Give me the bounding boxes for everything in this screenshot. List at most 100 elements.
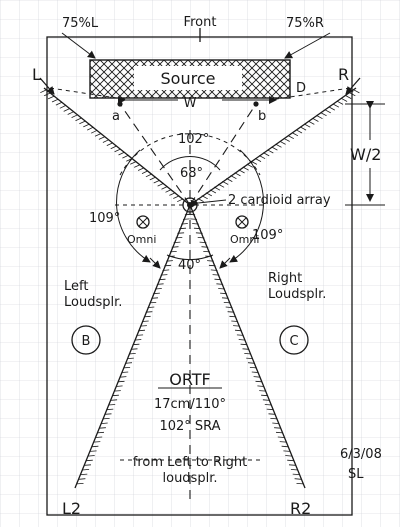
hatch-tick: [267, 149, 274, 154]
hatch-tick: [47, 95, 55, 100]
hatch-tick: [199, 241, 207, 243]
hatch-tick: [292, 473, 300, 475]
hatch-tick: [153, 292, 160, 295]
hatch-tick: [257, 385, 265, 387]
hatch-tick: [101, 422, 108, 424]
hatch-tick: [275, 431, 283, 434]
hatch-tick: [125, 362, 133, 364]
label-angle-109-right: 109°: [252, 228, 283, 243]
hatch-tick: [341, 97, 348, 102]
hatch-tick: [137, 167, 145, 171]
hatch-tick: [203, 251, 211, 253]
dashed-right-to-source: [269, 87, 351, 101]
hatch-tick: [104, 413, 112, 415]
hatch-tick: [147, 306, 155, 308]
hatch-tick: [149, 302, 157, 304]
hatch-tick: [254, 158, 262, 162]
hatch-tick: [242, 348, 250, 350]
hatch-tick: [242, 166, 249, 171]
hatch-tick: [80, 473, 88, 475]
hatch-tick: [153, 179, 160, 184]
label-circle-c: C: [289, 334, 298, 349]
hatch-tick: [87, 455, 95, 457]
hatch-tick: [261, 394, 268, 397]
hatch-tick: [209, 189, 217, 194]
hatch-tick: [90, 129, 98, 134]
hatch-tick: [262, 399, 270, 401]
hatch-tick: [128, 353, 136, 355]
hatch-tick: [274, 427, 281, 429]
speaker-l-arrow: [39, 77, 55, 95]
hatch-tick: [40, 89, 47, 94]
hatch-tick: [55, 101, 63, 106]
hatch-tick: [294, 478, 302, 480]
hatch-tick: [122, 154, 129, 159]
hatch-tick: [283, 450, 291, 452]
hatch-tick: [141, 320, 149, 322]
hatch-marks: [40, 89, 360, 485]
hatch-tick: [268, 413, 276, 415]
hatch-tick: [316, 115, 323, 120]
hatch-tick: [173, 241, 181, 243]
hatch-tick: [87, 126, 94, 131]
hatch-tick: [141, 170, 149, 174]
hatch-tick: [145, 173, 153, 178]
hatch-tick: [97, 431, 105, 434]
hatch-tick: [197, 198, 204, 202]
hatch-tick: [132, 343, 140, 346]
label-ortf-spec: 17cm/110°: [154, 397, 226, 412]
hatch-tick: [94, 133, 102, 137]
hatch-tick: [208, 264, 216, 267]
hatch-tick: [51, 98, 59, 103]
hatch-tick: [253, 376, 261, 378]
hatch-tick: [149, 176, 157, 181]
hatch-tick: [218, 183, 225, 188]
hatch-tick: [216, 283, 224, 285]
hatch-tick: [201, 195, 208, 200]
dashed-center-to-b: [189, 103, 257, 206]
label-point-b: b: [258, 109, 266, 124]
hatch-tick: [91, 445, 99, 448]
hatch-tick: [227, 311, 235, 313]
hatch-tick: [287, 135, 294, 140]
hatch-tick: [166, 260, 173, 262]
angle-arrow-left: [149, 257, 161, 269]
hatch-tick: [161, 186, 168, 190]
hatch-tick: [221, 297, 229, 299]
label-pct-left: 75%L: [62, 16, 99, 31]
hatch-tick: [67, 111, 74, 115]
omni-left-icon: [136, 215, 150, 229]
hatch-tick: [308, 120, 315, 125]
hatch-tick: [188, 213, 196, 216]
hatch-tick: [296, 483, 304, 485]
hatch-tick: [283, 137, 290, 142]
label-angle-102: 102°: [178, 132, 209, 147]
hatch-tick: [233, 325, 240, 327]
pct-right-arrow: [284, 32, 331, 59]
right-speaker-sight-line: [189, 87, 357, 206]
label-omni-right: Omni: [230, 233, 259, 246]
label-right-speaker-1: Right: [268, 271, 302, 286]
dashed-left-to-source: [49, 87, 131, 101]
hatch-tick: [160, 274, 168, 276]
hatch-tick: [79, 120, 86, 125]
hatch-tick: [225, 306, 233, 308]
hatch-tick: [177, 198, 184, 203]
hatch-tick: [230, 175, 237, 180]
hatch-tick: [195, 232, 203, 234]
hatch-tick: [114, 390, 121, 392]
hatch-tick: [251, 371, 259, 373]
label-speaker-l2: L2: [62, 499, 81, 518]
label-speaker-l: L: [32, 65, 41, 84]
hatch-tick: [345, 95, 352, 99]
hatch-tick: [95, 436, 103, 438]
hatch-tick: [99, 427, 106, 429]
label-angle-68: 68°: [180, 166, 203, 181]
hatch-tick: [213, 186, 221, 191]
hatch-tick: [214, 278, 222, 281]
speaker-b-circle: [71, 325, 101, 355]
hatch-tick: [234, 329, 242, 332]
label-date: 6/3/08: [340, 447, 382, 462]
angle-arrow-right: [219, 257, 231, 269]
